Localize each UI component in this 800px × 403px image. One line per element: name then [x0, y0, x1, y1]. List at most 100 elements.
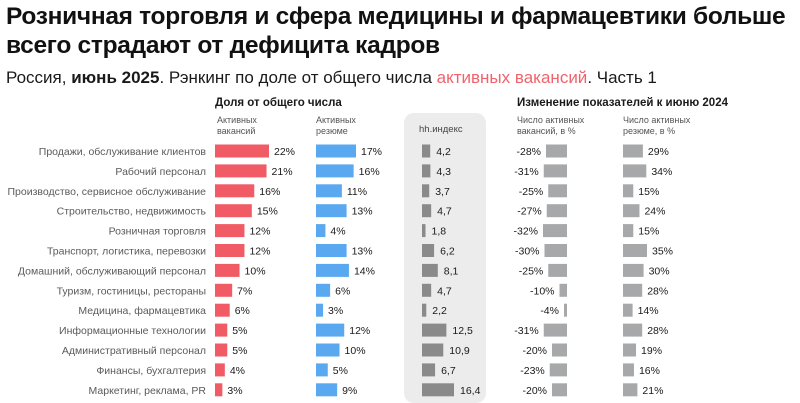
res-change-value-label: 28%	[647, 325, 668, 337]
vac-change-value-label: -4%	[540, 305, 559, 317]
category-label: Строительство, недвижимость	[57, 206, 207, 218]
resumes-value-label: 14%	[354, 265, 375, 277]
resumes-bar	[316, 144, 356, 158]
category-label: Медицина, фармацевтика	[78, 305, 206, 317]
res-change-value-label: 14%	[638, 305, 659, 317]
resumes-bar	[316, 323, 345, 337]
vac-change-bar	[548, 263, 567, 277]
resumes-value-label: 12%	[349, 325, 370, 337]
hh-index-value-label: 4,7	[437, 206, 452, 218]
resumes-bar	[316, 204, 347, 218]
category-label: Домашний, обслуживающий персонал	[18, 265, 206, 277]
resumes-value-label: 3%	[328, 305, 343, 317]
hh-index-value-label: 4,3	[436, 166, 451, 178]
category-label: Розничная торговля	[109, 226, 206, 238]
vac-change-value-label: -31%	[514, 166, 539, 178]
res-change-value-label: 28%	[647, 285, 668, 297]
vac-change-bar	[549, 363, 567, 377]
resumes-bar	[316, 224, 326, 238]
subtitle-part: . Часть 1	[587, 68, 657, 87]
vac-change-value-label: -25%	[519, 265, 544, 277]
hh-index-value-label: 2,2	[432, 305, 447, 317]
res-change-value-label: 29%	[648, 146, 669, 158]
res-change-bar	[623, 184, 634, 198]
vacancies-value-label: 10%	[245, 265, 266, 277]
chart-title: Розничная торговля и сфера медицины и фа…	[6, 3, 786, 59]
vacancies-value-label: 6%	[235, 305, 250, 317]
vacancies-bar	[215, 184, 255, 198]
category-label: Рабочий персонал	[115, 166, 206, 178]
col-head-hh-index: hh.индекс	[419, 124, 463, 135]
category-label: Производство, сервисное обслуживание	[8, 186, 207, 198]
resumes-bar	[316, 283, 331, 297]
vacancies-bar	[215, 323, 228, 337]
category-label: Туризм, гостиницы, рестораны	[57, 285, 206, 297]
hh-index-bar	[422, 283, 432, 297]
vac-change-value-label: -23%	[520, 365, 545, 377]
vacancies-bar	[215, 363, 225, 377]
resumes-value-label: 17%	[361, 146, 382, 158]
vacancies-value-label: 3%	[227, 385, 242, 397]
res-change-bar	[623, 224, 634, 238]
col-head-vacancies: Активных вакансий	[217, 115, 257, 136]
vacancies-value-label: 22%	[274, 146, 295, 158]
hh-index-value-label: 10,9	[449, 345, 470, 357]
vac-change-value-label: -20%	[522, 385, 547, 397]
res-change-value-label: 16%	[639, 365, 660, 377]
res-change-bar	[623, 383, 638, 397]
res-change-bar	[623, 144, 643, 158]
chart-subtitle: Россия, июнь 2025. Рэнкинг по доле от об…	[6, 67, 657, 89]
vacancies-bar	[215, 263, 240, 277]
hh-index-bar	[422, 323, 447, 337]
vacancies-value-label: 12%	[249, 246, 270, 258]
subtitle-text: . Рэнкинг по доле от общего числа	[159, 68, 437, 87]
hh-index-bar	[422, 363, 436, 377]
vacancies-bar	[215, 164, 267, 178]
vac-change-bar	[543, 323, 567, 337]
resumes-value-label: 10%	[345, 345, 366, 357]
subtitle-accent: активных вакансий	[436, 68, 588, 87]
res-change-bar	[623, 244, 647, 257]
hh-index-bar	[422, 204, 432, 218]
resumes-bar	[316, 184, 342, 198]
hh-index-value-label: 6,2	[440, 246, 455, 258]
res-change-bar	[623, 363, 634, 377]
subtitle-region: Россия,	[6, 68, 72, 87]
hh-index-value-label: 3,7	[435, 186, 450, 198]
vac-change-bar	[548, 184, 567, 198]
hh-index-bar	[422, 383, 454, 397]
res-change-value-label: 21%	[642, 385, 663, 397]
resumes-value-label: 4%	[330, 226, 345, 238]
vac-change-value-label: -10%	[530, 285, 555, 297]
vacancies-value-label: 4%	[230, 365, 245, 377]
vac-change-bar	[543, 164, 567, 178]
vacancies-bar	[215, 383, 223, 397]
vac-change-bar	[546, 204, 567, 218]
vacancies-value-label: 5%	[232, 325, 247, 337]
vac-change-value-label: -31%	[514, 325, 539, 337]
hh-index-bar	[422, 144, 431, 158]
vacancies-bar	[215, 144, 269, 158]
vac-change-bar	[552, 383, 567, 397]
resumes-bar	[316, 343, 340, 357]
hh-index-bar	[422, 244, 435, 257]
resumes-bar	[316, 363, 328, 377]
res-change-bar	[623, 283, 643, 297]
resumes-bar	[316, 303, 324, 317]
vac-change-value-label: -20%	[522, 345, 547, 357]
res-change-value-label: 15%	[638, 226, 659, 238]
resumes-value-label: 5%	[333, 365, 348, 377]
res-change-bar	[623, 343, 637, 357]
res-change-bar	[623, 263, 644, 277]
hh-index-bar	[422, 263, 438, 277]
hh-index-value-label: 16,4	[460, 385, 481, 397]
vacancies-value-label: 7%	[237, 285, 252, 297]
vacancies-value-label: 12%	[249, 226, 270, 238]
vac-change-bar	[564, 303, 567, 317]
resumes-value-label: 13%	[352, 246, 373, 258]
hh-index-value-label: 6,7	[441, 365, 456, 377]
resumes-bar	[316, 244, 347, 257]
res-change-value-label: 15%	[638, 186, 659, 198]
vacancies-bar	[215, 283, 233, 297]
